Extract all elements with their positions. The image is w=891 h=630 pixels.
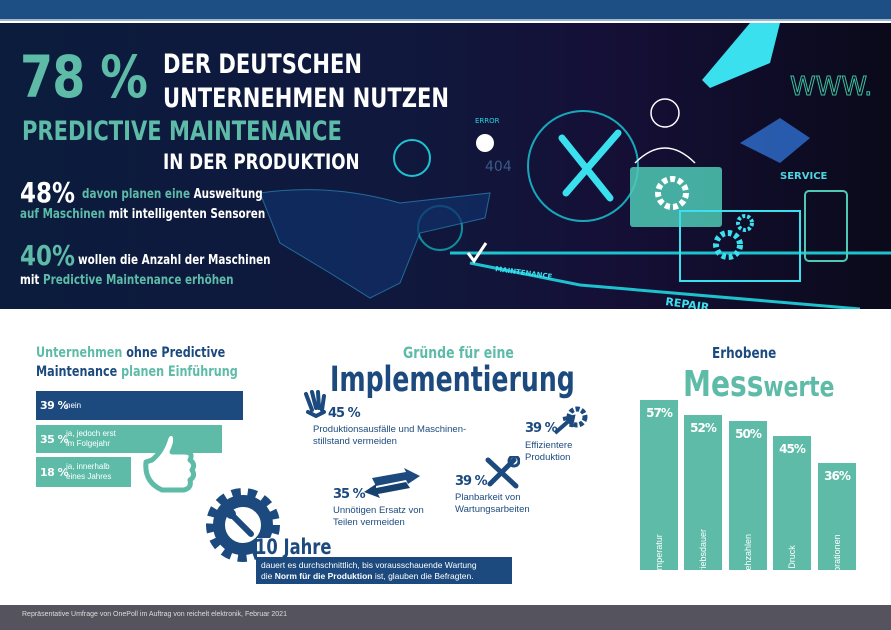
hand-icon [304,390,326,418]
check-icon [466,242,488,264]
source-note: Repräsentative Umfrage von OnePoll im Au… [22,611,287,618]
plans-bar-no: 39 % nein [36,391,243,420]
www-label: WWW. [790,72,872,102]
wrench-screwdriver-icon [558,129,622,202]
wrench-circle [527,110,639,222]
service-label: SERVICE [780,171,828,182]
reasons-subtitle: Gründe für eine [403,343,514,362]
chart-bar-druck: 45% Druck [773,435,811,570]
code-label: 404 [485,159,512,175]
reason-text-planning: Planbarkeit von Wartungsarbeiten [455,492,530,515]
bar-value-label: 52% [690,421,717,436]
reason-text-efficiency: Effizientere Produktion [525,440,573,463]
plans-bar-next-year: 35 % ja, jedoch erst im Folgejahr [36,425,222,453]
bar-value-label: 50% [735,427,762,441]
bar-value-label: 45% [779,441,806,456]
reasons-title: Implementierung [330,360,575,400]
tools-icon [485,456,520,489]
headline-line1: DER DEUTSCHEN [163,49,363,80]
handshake-icon [740,118,810,163]
years-heading: 10 Jahre [255,535,332,559]
reason-text-downtime: Produktionsausfälle und Maschinen-stills… [313,424,467,447]
top-banner [0,0,891,21]
repair-label: REPAIR [665,295,711,309]
stat2-text-a: wollen die Anzahl der Maschinen [78,253,271,268]
reason-pct-downtime: 45 % [328,406,361,421]
plans-title-line1: Unternehmen ohne Predictive [36,345,226,361]
stat1-percent: 48% [20,176,75,209]
support-agent-icon [650,98,680,128]
stat2-percent: 40% [20,239,75,272]
reason-pct-efficiency: 39 % [525,421,558,436]
robot-arm-icon [702,23,780,88]
headline-line3: PREDICTIVE MAINTENANCE [22,116,342,147]
monitor-icon [630,167,722,227]
headline-line4: IN DER PRODUKTION [163,150,360,174]
bar-value-label: 57% [646,406,673,421]
chart-title-top: Erhobene [712,344,777,362]
gear-arrow-icon [553,406,588,435]
gear-icon [476,134,494,152]
chart-bar-drehzahlen: 50% Drehzahlen [729,421,767,580]
gear-icon [655,176,689,210]
chart-bar-temperatur: 57% Temperatur [640,400,678,580]
headline-percent: 78 % [20,43,148,111]
hero-section: ERROR 404 WWW. SERVICE MAINTENANCE REPAI… [0,23,891,309]
error-label: ERROR [475,117,500,125]
chart-bar-betriebsdauer: 52% Betriebsdauer [684,415,722,585]
thumbs-up-icon [143,432,197,493]
plans-title-line2: Maintenance planen Einführung [36,364,238,380]
reason-pct-planning: 39 % [455,474,488,489]
stat1-text-a: davon planen eine Ausweitung [82,187,263,202]
plans-bar-within-year: 18 % ja, innerhalb eines Jahres [36,457,131,487]
years-caption: dauert es durchschnittlich, bis voraussc… [256,557,512,584]
reason-pct-replacement: 35 % [333,487,366,502]
footer: Repräsentative Umfrage von OnePoll im Au… [0,605,891,630]
headline-line2: UNTERNEHMEN NUTZEN [163,83,450,114]
laptop-icon [679,210,801,282]
chart-title-main: Messwerte [683,364,835,405]
gear-icon [713,230,743,260]
digital-hand-graphic [259,189,491,299]
swap-arrows-icon [364,468,420,498]
stat2-text-b: mit Predictive Maintenance erhöhen [20,273,234,288]
bar-value-label: 36% [824,468,851,483]
stopwatch-icon [393,139,431,177]
phone-icon [804,190,848,262]
stat1-text-b: auf Maschinen mit intelligenten Sensoren [20,207,266,222]
reason-text-replacement: Unnötigen Ersatz von Teilen vermeiden [333,505,424,528]
chart-bar-vibrationen: 36% Vibrationen [818,462,856,580]
hero-illustration: ERROR 404 WWW. SERVICE MAINTENANCE REPAI… [393,23,891,309]
gear-icon [736,214,754,232]
